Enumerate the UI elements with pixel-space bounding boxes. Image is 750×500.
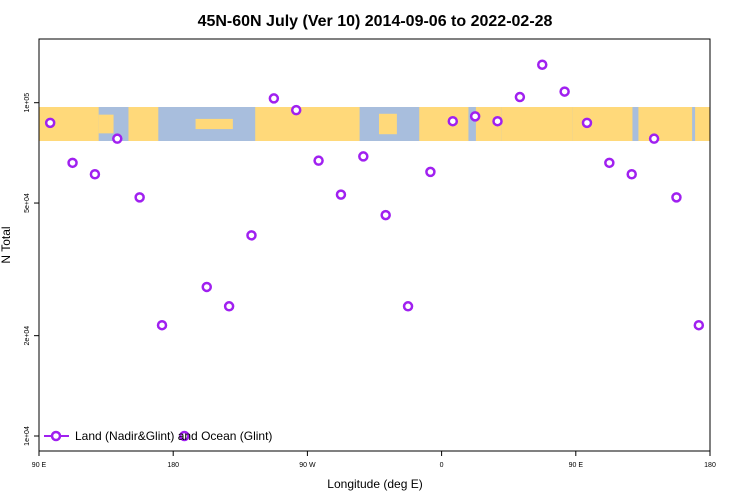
land-region-10 (638, 107, 693, 141)
data-point-11 (290, 104, 302, 116)
land-region-11 (695, 107, 710, 141)
data-point-0 (44, 117, 56, 129)
plot-frame (38, 38, 711, 452)
data-point-27 (648, 133, 660, 144)
y-tick-label-2: 5e+04 (24, 193, 31, 213)
y-tick-label-3: 1e+05 (24, 93, 31, 113)
data-point-24 (581, 117, 593, 129)
y-tick-label-0: 1e+04 (24, 426, 31, 446)
y-axis-ticks: 1e+04 2e+04 5e+04 1e+05 (24, 93, 39, 446)
y-tick-label-1: 2e+04 (24, 326, 31, 346)
data-point-13 (335, 189, 347, 200)
land-region-9 (572, 107, 633, 141)
data-point-20 (492, 115, 503, 127)
x-tick-label-1: 180 (167, 462, 179, 469)
legend-marker (50, 430, 62, 442)
data-point-9 (246, 230, 257, 241)
data-point-15 (380, 209, 391, 221)
data-point-2 (89, 169, 101, 180)
land-region-1 (98, 114, 114, 134)
y-axis-label: N Total (0, 226, 13, 263)
x-tick-label-2: 90 W (299, 462, 316, 469)
data-point-3 (112, 133, 123, 144)
legend: Land (Nadir&Glint) and Ocean (Glint) (44, 429, 272, 443)
data-point-21 (514, 91, 526, 103)
data-point-28 (671, 192, 682, 203)
data-point-5 (156, 319, 168, 331)
data-point-25 (604, 157, 615, 169)
data-point-14 (358, 151, 369, 162)
data-point-12 (313, 155, 324, 166)
land-region-3 (195, 118, 233, 130)
data-point-7 (201, 281, 212, 293)
data-point-19 (469, 111, 481, 122)
data-point-6 (179, 430, 190, 442)
land-region-4 (255, 107, 360, 141)
data-point-16 (402, 301, 414, 312)
x-tick-label-4: 90 E (569, 462, 584, 469)
data-point-8 (223, 301, 235, 312)
x-tick-label-3: 0 (440, 462, 444, 469)
land-region-5 (378, 113, 397, 135)
land-region-6 (419, 107, 469, 141)
legend-label: Land (Nadir&Glint) and Ocean (Glint) (75, 429, 272, 443)
x-axis-label: Longitude (deg E) (327, 477, 422, 491)
data-point-1 (67, 157, 78, 169)
data-point-4 (134, 192, 145, 203)
land-region-8 (501, 107, 573, 141)
land-region-2 (128, 107, 159, 141)
data-point-17 (425, 166, 436, 178)
world-map-strip (39, 107, 710, 141)
data-point-29 (693, 319, 705, 331)
x-tick-label-5: 180 (704, 462, 716, 469)
data-points (44, 59, 705, 442)
chart-title: 45N-60N July (Ver 10) 2014-09-06 to 2022… (198, 13, 553, 30)
data-point-23 (559, 86, 570, 97)
data-point-22 (537, 59, 548, 70)
data-point-10 (268, 93, 280, 104)
x-axis-ticks: 90 E 180 90 W 0 90 E 180 (32, 451, 716, 469)
x-tick-label-0: 90 E (32, 462, 47, 469)
data-point-26 (626, 169, 637, 180)
data-point-18 (447, 115, 459, 127)
